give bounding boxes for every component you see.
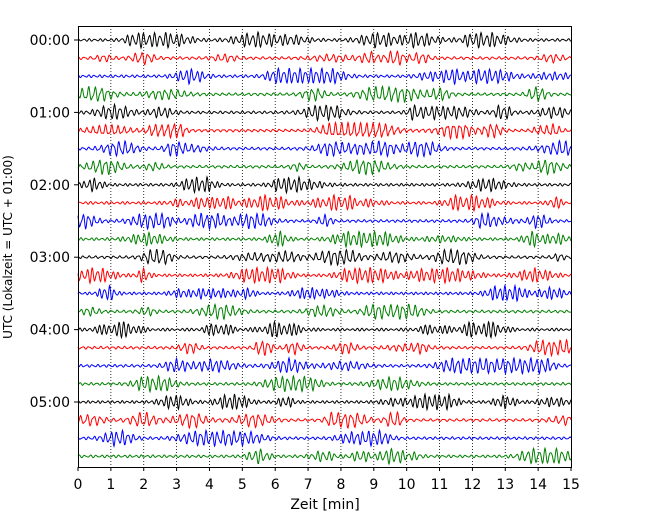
- y-axis-ticks: 00:00 01:00 02:00 03:00 04:00 05:00: [30, 33, 78, 411]
- x-tick-label: 2: [139, 477, 148, 493]
- seismic-trace: [77, 374, 572, 394]
- seismic-trace: [77, 211, 572, 231]
- x-tick-label: 13: [496, 477, 514, 493]
- x-tick-label: 15: [562, 477, 580, 493]
- x-axis-label: Zeit [min]: [290, 497, 359, 513]
- seismic-trace: [77, 283, 572, 303]
- seismic-trace: [77, 84, 572, 104]
- seismic-trace: [77, 158, 572, 176]
- x-tick-label: 7: [304, 477, 313, 493]
- y-tick-label: 04:00: [30, 323, 70, 339]
- x-tick-label: 14: [529, 477, 547, 493]
- x-tick-label: 12: [463, 477, 481, 493]
- seismic-trace: [77, 446, 572, 466]
- x-tick-label: 6: [271, 477, 280, 493]
- seismic-trace: [77, 265, 572, 285]
- seismic-trace: [77, 102, 572, 123]
- x-tick-label: 4: [205, 477, 214, 493]
- y-tick-label: 00:00: [30, 33, 70, 49]
- x-tick-label: 5: [238, 477, 247, 493]
- x-tick-label: 3: [172, 477, 181, 493]
- seismic-trace: [77, 175, 572, 195]
- seismic-trace: [77, 247, 572, 267]
- seismic-trace: [77, 356, 572, 376]
- seismic-trace: [77, 193, 572, 213]
- x-axis-ticks: 0 1 2 3 4 5 6 7 8 9 10 11 12 13 14 15: [74, 467, 580, 493]
- y-tick-label: 02:00: [30, 178, 70, 194]
- traces: [77, 30, 572, 466]
- seismic-trace: [77, 139, 572, 159]
- y-tick-label: 03:00: [30, 250, 70, 266]
- seismic-trace: [77, 30, 572, 50]
- seismic-trace: [77, 428, 572, 448]
- y-axis-label: UTC (Lokalzeit = UTC + 01:00): [1, 155, 15, 339]
- x-tick-label: 8: [336, 477, 345, 493]
- y-tick-label: 01:00: [30, 105, 70, 121]
- seismic-trace: [77, 319, 572, 340]
- seismic-trace: [77, 302, 572, 321]
- y-tick-label: 05:00: [30, 395, 70, 411]
- x-tick-label: 10: [398, 477, 416, 493]
- seismic-trace: [77, 338, 572, 358]
- seismic-trace: [77, 66, 572, 86]
- x-tick-label: 9: [369, 477, 378, 493]
- seismic-trace: [77, 392, 572, 412]
- plot-frame: [78, 26, 572, 468]
- x-tick-label: 1: [106, 477, 115, 493]
- x-tick-label: 0: [74, 477, 83, 493]
- seismic-trace: [77, 50, 572, 67]
- seismic-trace: [77, 410, 572, 430]
- seismic-trace: [77, 229, 572, 249]
- x-tick-label: 11: [431, 477, 449, 493]
- seismic-trace: [77, 120, 572, 141]
